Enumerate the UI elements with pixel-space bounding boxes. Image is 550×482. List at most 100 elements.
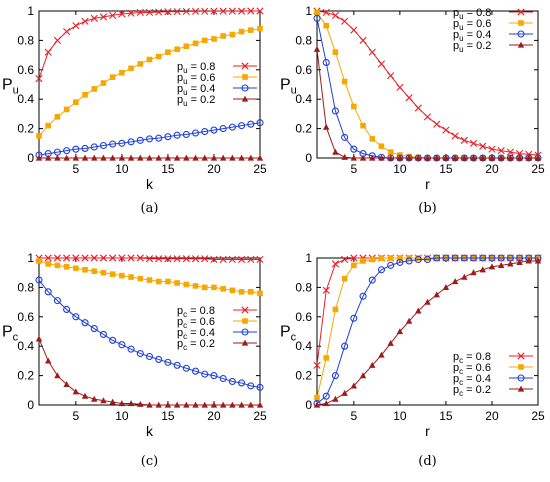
series <box>35 154 264 161</box>
data-point <box>451 254 459 262</box>
x-tick-label: 15 <box>439 409 453 423</box>
data-point <box>534 154 542 161</box>
data-point <box>451 154 459 161</box>
series <box>313 254 542 369</box>
data-point <box>182 255 190 263</box>
data-point <box>525 154 532 161</box>
data-point <box>415 154 422 161</box>
data-point <box>350 254 358 262</box>
data-point <box>91 268 98 275</box>
data-point <box>127 254 135 262</box>
data-point <box>460 136 468 144</box>
y-tick-label: 1 <box>305 251 312 265</box>
data-point <box>174 46 180 53</box>
data-point <box>73 99 79 105</box>
x-tick-label: 10 <box>393 409 407 423</box>
y-tick-label: 0.6 <box>295 63 312 77</box>
data-point <box>155 401 162 408</box>
legend-label-main: p <box>177 72 183 84</box>
data-point <box>109 140 117 148</box>
data-point <box>219 125 227 133</box>
series-line <box>38 10 260 79</box>
data-point <box>155 278 162 285</box>
data-point <box>341 17 349 25</box>
legend-label: pc = 0.4 <box>177 327 215 341</box>
data-point <box>63 154 70 161</box>
data-point <box>360 122 366 129</box>
data-point <box>405 317 413 324</box>
subfigure-label: (c) <box>141 454 158 469</box>
data-point <box>331 11 340 19</box>
data-point <box>256 7 264 15</box>
data-point <box>53 254 62 262</box>
data-point <box>211 36 217 42</box>
data-point <box>118 254 126 262</box>
data-point <box>469 139 478 147</box>
data-point <box>313 361 321 369</box>
data-point <box>228 123 236 131</box>
data-point <box>72 388 80 395</box>
x-tick-label: 25 <box>253 409 267 423</box>
data-point <box>99 254 108 262</box>
data-point <box>442 126 450 134</box>
data-point <box>81 144 89 152</box>
series <box>35 335 264 408</box>
data-point <box>237 255 246 264</box>
data-point <box>100 80 107 86</box>
legend-label-sub: c <box>459 378 463 387</box>
legend-label-main: p <box>453 18 459 30</box>
data-point <box>368 48 376 56</box>
data-point <box>470 154 477 161</box>
data-point <box>387 339 394 346</box>
x-axis-label: r <box>425 176 430 192</box>
legend-label-value: = 0.2 <box>463 384 491 396</box>
legend-label-value: = 0.4 <box>464 29 492 41</box>
data-point <box>322 286 330 294</box>
data-point <box>137 400 144 407</box>
data-point <box>323 22 330 29</box>
series <box>35 276 264 391</box>
x-tick-label: 5 <box>350 162 357 176</box>
data-point <box>173 154 181 161</box>
legend-label-sub: u <box>459 12 463 21</box>
data-point <box>414 104 422 112</box>
data-point <box>109 336 117 344</box>
data-point <box>44 288 52 296</box>
data-point <box>247 401 254 408</box>
data-point <box>192 401 199 408</box>
y-axis-label-sub: u <box>13 85 19 97</box>
data-point <box>201 284 208 291</box>
data-point <box>313 45 321 52</box>
data-point <box>247 154 254 161</box>
data-point <box>313 14 321 22</box>
y-tick-label: 0 <box>305 398 312 412</box>
data-point <box>256 401 264 408</box>
series <box>35 7 264 83</box>
data-point <box>99 13 108 21</box>
data-point <box>433 291 440 298</box>
plot-frame <box>316 257 539 406</box>
data-point <box>247 27 254 33</box>
legend-label-value: = 0.8 <box>187 305 215 317</box>
data-point <box>479 142 487 150</box>
data-point <box>247 7 255 15</box>
data-point <box>323 355 330 361</box>
data-point <box>359 36 367 44</box>
data-point <box>256 119 264 127</box>
data-point <box>350 314 358 322</box>
series <box>36 258 263 297</box>
legend-label-main: p <box>453 40 459 52</box>
data-point <box>497 154 505 161</box>
data-point <box>63 264 70 270</box>
data-point <box>91 395 98 402</box>
data-point <box>220 286 226 292</box>
y-tick-label: 0.6 <box>17 310 34 324</box>
data-point <box>257 25 263 32</box>
data-point <box>359 372 367 379</box>
data-point <box>341 78 348 85</box>
data-point <box>99 330 108 338</box>
x-tick-label: 15 <box>439 162 453 176</box>
data-point <box>351 262 357 269</box>
